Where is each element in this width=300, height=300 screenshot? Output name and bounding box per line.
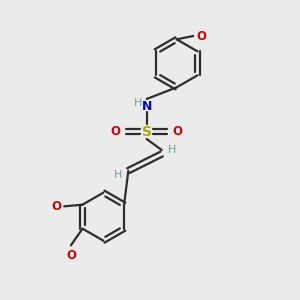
Text: H: H [168,145,176,155]
Text: H: H [134,98,142,108]
Text: O: O [196,29,206,43]
Text: O: O [173,125,183,138]
Text: N: N [142,100,152,113]
Text: H: H [114,170,122,180]
Text: O: O [111,125,121,138]
Text: O: O [66,249,76,262]
Text: S: S [142,125,152,139]
Text: O: O [52,200,61,213]
